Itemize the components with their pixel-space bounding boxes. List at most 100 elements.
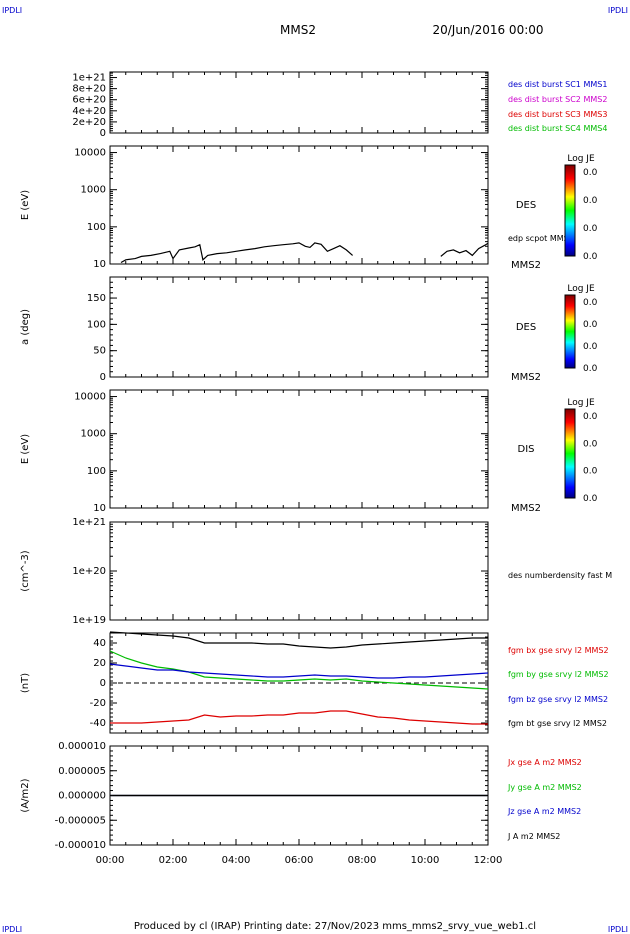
y-tick-label: -40 (90, 718, 106, 729)
overlay-line (440, 242, 489, 257)
legend-entry: Jz gse A m2 MMS2 (507, 807, 581, 816)
y-tick-label: 2e+20 (72, 117, 106, 128)
legend-entry: des dist burst SC2 MMS2 (508, 95, 607, 104)
y-axis-label: E (eV) (20, 190, 31, 220)
y-tick-label: 1000 (81, 429, 106, 440)
series-line (109, 631, 488, 649)
colorbar-tick-label: 0.0 (583, 342, 598, 352)
spacecraft-label: MMS2 (511, 372, 541, 383)
y-tick-label: 0.000000 (58, 791, 106, 802)
colorbar-tick-label: 0.0 (583, 364, 598, 374)
colorbar-tick-label: 0.0 (583, 196, 598, 206)
x-tick-label: 00:00 (96, 855, 125, 866)
x-tick-label: 02:00 (159, 855, 188, 866)
x-tick-label: 04:00 (222, 855, 251, 866)
legend-entry: Jx gse A m2 MMS2 (507, 758, 582, 767)
spacecraft-label: MMS2 (511, 260, 541, 271)
colorbar-tick-label: 0.0 (583, 168, 598, 178)
spacecraft-label: MMS2 (511, 503, 541, 514)
y-tick-label: 10 (93, 503, 106, 514)
y-tick-label: 100 (87, 319, 106, 330)
colorbar-tick-label: 0.0 (583, 252, 598, 262)
species-label: DES (516, 322, 536, 333)
x-tick-label: 06:00 (285, 855, 314, 866)
y-axis-label: (cm^-3) (20, 550, 31, 591)
y-tick-label: 0 (100, 128, 106, 139)
y-axis-label: E (eV) (20, 434, 31, 464)
spacecraft-title: MMS2 (280, 23, 316, 37)
y-tick-label: 20 (93, 658, 106, 669)
panel-frame-des-pitch (109, 276, 489, 378)
corner-label-bottom-right: IPDLI (608, 925, 628, 934)
y-axis-label: (A/m2) (20, 778, 31, 812)
legend-entry: J A m2 MMS2 (507, 832, 560, 841)
panel-frame-des-density (109, 521, 489, 621)
colorbar-title: Log JE (567, 154, 595, 164)
y-tick-label: 40 (93, 638, 106, 649)
colorbar-tick-label: 0.0 (583, 298, 598, 308)
colorbar (564, 408, 576, 499)
colorbar-tick-label: 0.0 (583, 224, 598, 234)
y-tick-label: 1e+21 (72, 517, 106, 528)
y-axis-label: a (deg) (20, 309, 31, 345)
y-tick-label: -20 (90, 698, 106, 709)
panel-frame-des-dist-burst (109, 71, 489, 134)
colorbar (564, 164, 576, 257)
y-tick-label: 10000 (74, 148, 106, 159)
y-tick-label: 0 (100, 678, 106, 689)
x-tick-label: 08:00 (348, 855, 377, 866)
corner-label-top-left: IPDLI (2, 6, 22, 15)
legend-entry: des dist burst SC4 MMS4 (508, 124, 607, 133)
legend-entry: fgm bz gse srvy l2 MMS2 (508, 695, 608, 704)
date-time-title: 20/Jun/2016 00:00 (432, 23, 543, 37)
legend-entry: fgm bt gse srvy l2 MMS2 (508, 719, 607, 728)
y-tick-label: 150 (87, 293, 106, 304)
y-tick-label: 6e+20 (72, 95, 106, 106)
x-tick-label: 12:00 (474, 855, 503, 866)
colorbar-tick-label: 0.0 (583, 412, 598, 422)
species-label: DIS (518, 444, 535, 455)
overlay-line (120, 242, 353, 264)
x-tick-label: 10:00 (411, 855, 440, 866)
colorbar-tick-label: 0.0 (583, 467, 598, 477)
y-tick-label: 100 (87, 222, 106, 233)
legend-entry: des numberdensity fast M (508, 571, 612, 580)
colorbar-tick-label: 0.0 (583, 320, 598, 330)
y-tick-label: 0.000005 (58, 766, 106, 777)
y-tick-label: -0.000010 (55, 840, 106, 851)
y-tick-label: 1e+19 (72, 615, 106, 626)
y-tick-label: 0 (100, 372, 106, 383)
corner-label-top-right: IPDLI (608, 6, 628, 15)
y-tick-label: 1e+20 (72, 566, 106, 577)
overlay-label: edp scpot MMS2 (508, 234, 574, 243)
legend-entry: des dist burst SC3 MMS3 (508, 110, 607, 119)
y-tick-label: 8e+20 (72, 84, 106, 95)
y-tick-label: 4e+20 (72, 106, 106, 117)
y-tick-label: 10000 (74, 392, 106, 403)
legend-entry: fgm by gse srvy l2 MMS2 (508, 670, 609, 679)
y-tick-label: 10 (93, 259, 106, 270)
legend-entry: fgm bx gse srvy l2 MMS2 (508, 646, 609, 655)
panel-frame-des-energy (109, 145, 489, 265)
colorbar-title: Log JE (567, 284, 595, 294)
series-line (110, 710, 488, 725)
colorbar-tick-label: 0.0 (583, 494, 598, 504)
footer-credit: Produced by cl (IRAP) Printing date: 27/… (134, 921, 536, 932)
legend-entry: Jy gse A m2 MMS2 (507, 783, 582, 792)
y-tick-label: 0.000010 (58, 741, 106, 752)
species-label: DES (516, 200, 536, 211)
series-line (109, 663, 489, 679)
panel-frame-dis-energy (109, 389, 489, 509)
colorbar-title: Log JE (567, 398, 595, 408)
legend-entry: des dist burst SC1 MMS1 (508, 80, 607, 89)
y-axis-label: (nT) (20, 673, 31, 693)
colorbar-tick-label: 0.0 (583, 439, 598, 449)
y-tick-label: 1e+21 (72, 73, 106, 84)
colorbar (564, 294, 576, 369)
series-line (109, 650, 489, 690)
corner-label-bottom-left: IPDLI (2, 925, 22, 934)
y-tick-label: 100 (87, 466, 106, 477)
y-tick-label: 1000 (81, 185, 106, 196)
